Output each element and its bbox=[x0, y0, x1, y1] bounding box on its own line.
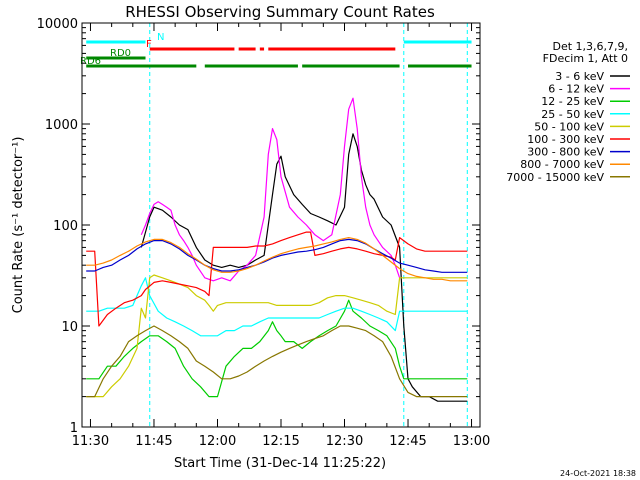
series-line-0 bbox=[140, 133, 468, 402]
series-line-1 bbox=[140, 97, 401, 282]
y-tick-label-2: 100 bbox=[53, 219, 78, 234]
state-bar-label-rd6: RD6 bbox=[80, 56, 101, 67]
y-tick-label-3: 1000 bbox=[45, 118, 78, 133]
series-line-4 bbox=[86, 274, 468, 398]
legend-label-6: 300 - 800 keV bbox=[527, 146, 604, 159]
x-tick-label-5: 12:45 bbox=[389, 434, 426, 449]
y-tick-label-1: 10 bbox=[61, 320, 78, 335]
legend-label-1: 6 - 12 keV bbox=[548, 83, 604, 96]
y-tick-label-4: 10000 bbox=[37, 17, 78, 32]
series-line-2 bbox=[86, 299, 468, 398]
timestamp: 24-Oct-2021 18:38 bbox=[560, 469, 636, 478]
legend-label-7: 800 - 7000 keV bbox=[520, 158, 604, 171]
x-tick-label-1: 11:45 bbox=[135, 434, 172, 449]
x-tick-label-4: 12:30 bbox=[326, 434, 363, 449]
x-tick-label-6: 13:00 bbox=[453, 434, 490, 449]
series-line-7 bbox=[86, 237, 468, 282]
y-axis-label: Count Rate (s⁻¹ detector⁻¹) bbox=[11, 137, 26, 314]
series-line-8 bbox=[86, 325, 468, 398]
x-axis: 11:30 11:45 12:00 12:15 12:30 12:45 13:00 bbox=[72, 23, 490, 449]
plot-area: NF RD0 RD6 bbox=[80, 23, 472, 427]
series-line-6 bbox=[86, 238, 468, 273]
legend-header-0: Det 1,3,6,7,9, bbox=[552, 40, 628, 53]
x-tick-label-3: 12:15 bbox=[262, 434, 299, 449]
x-axis-label: Start Time (31-Dec-14 11:25:22) bbox=[174, 456, 386, 471]
legend-label-3: 25 - 50 keV bbox=[541, 108, 604, 121]
legend-label-8: 7000 - 15000 keV bbox=[506, 171, 604, 184]
chart-title: RHESSI Observing Summary Count Rates bbox=[125, 3, 435, 21]
legend-header-1: FDecim 1, Att 0 bbox=[543, 52, 628, 65]
x-tick-label-2: 12:00 bbox=[199, 434, 236, 449]
y-axis: 1 10 100 1000 10000 bbox=[37, 17, 480, 436]
x-tick-label-0: 11:30 bbox=[72, 434, 109, 449]
legend-label-4: 50 - 100 keV bbox=[534, 120, 604, 133]
legend-label-2: 12 - 25 keV bbox=[541, 95, 604, 108]
state-bar-label-f: F bbox=[146, 39, 152, 50]
state-bar-label-n: N bbox=[157, 32, 164, 43]
legend: Det 1,3,6,7,9,FDecim 1, Att 0 3 - 6 keV6 … bbox=[506, 40, 630, 184]
legend-label-5: 100 - 300 keV bbox=[527, 133, 604, 146]
series-line-5 bbox=[86, 231, 468, 327]
legend-label-0: 3 - 6 keV bbox=[555, 70, 604, 83]
y-tick-label-0: 1 bbox=[70, 421, 78, 436]
state-bar-label-rd0: RD0 bbox=[110, 48, 131, 59]
